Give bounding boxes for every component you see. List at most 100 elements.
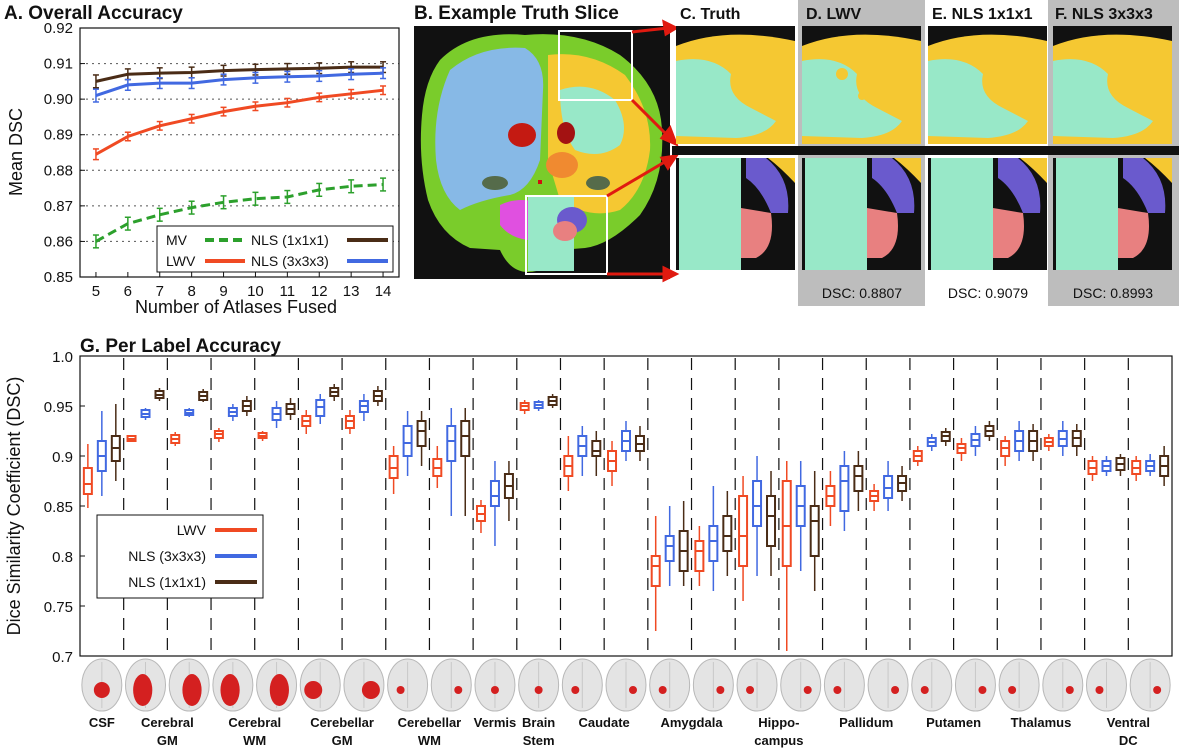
zoom-bottom-gm-f [1145,158,1172,183]
box-iqr [853,465,864,492]
brain-structure-highlight [182,674,202,706]
box-iqr [489,480,500,507]
zoom-bottom-stem-f [1056,158,1118,270]
box-iqr [839,465,850,512]
g-legend-nls3-label: NLS (3x3x3) [128,548,206,564]
brain-structure-highlight [833,686,842,694]
center-marker [538,180,542,184]
a-xtick-label: 14 [375,283,392,300]
box-iqr [664,535,675,562]
brain-structure-highlight [629,686,637,694]
a-xtick-label: 11 [280,283,296,300]
panel-c-title: C. Truth [680,6,740,23]
a-ytick-label: 0.86 [44,233,73,250]
arrow-top-upper [631,26,669,34]
panel-g-boxes [82,384,1170,651]
panel-g-brain-thumbnails [81,658,1171,712]
panel-a-y-ticks: 0.85 0.86 0.87 0.88 0.89 0.90 0.91 0.92 [44,20,85,286]
box-iqr [781,480,792,567]
panel-a-series [92,61,387,249]
a-xtick-label: 7 [156,283,164,300]
region-label-4: Cerebellar [398,715,462,730]
region-label-5: Vermis [474,715,517,730]
zoom-bottom-gm-e [1020,158,1047,183]
zoom-box-bottom [525,195,608,275]
region-label2-13: DC [1119,733,1138,748]
arrow-top-lower [630,98,670,138]
panel-d-title: D. LWV [806,6,861,23]
brain-structure-highlight [1065,686,1074,694]
brain-structure-highlight [658,686,667,694]
panel-a-y-label: Mean DSC [6,108,26,196]
zoom-top-wm-c [676,59,776,139]
panel-g: G. Per Label Accuracy 0.70.750.80.850.90… [4,336,1173,748]
brain-structure-highlight [803,686,812,694]
zoom-top-error-d2 [858,92,866,100]
legend-lwv-label: LWV [166,253,196,269]
region-label2-6: Stem [523,733,555,748]
g-legend-lwv-label: LWV [177,522,207,538]
panel-e-dsc: DSC: 0.9079 [948,285,1028,301]
region-label-8: Amygdala [660,715,723,730]
box-iqr [82,467,93,495]
box-iqr [460,420,471,457]
series-line-lwv [95,88,384,156]
box-iqr [694,540,705,572]
brain-slice-illustration [420,34,663,272]
brain-structure-highlight [454,686,463,694]
brain-structure-highlight [220,674,240,706]
a-xtick-label: 10 [247,283,264,300]
pallidum-right [553,221,577,241]
series-line-nls3 [95,71,384,98]
panel-g-y-ticks: 0.7 0.75 0.8 0.85 0.9 0.95 1.0 [44,349,85,666]
legend-mv-label: MV [166,232,188,248]
box-iqr [708,525,719,562]
brain-structure-highlight [1008,686,1017,694]
brain-structure-highlight [396,686,405,694]
arrow-bottom-upper-head [659,154,680,171]
brain-structure-highlight [269,674,289,706]
panel-a-x-ticks: 5 6 7 8 9 10 11 12 13 14 [92,272,392,300]
brain-structure-highlight [571,686,580,694]
legend-nls3-label: NLS (3x3x3) [251,253,329,269]
caudate-right [557,122,575,144]
panels-c-to-f: C. Truth D. LWV E. NLS 1x1x1 F. NLS 3x3x… [672,0,1179,306]
a-xtick-label: 13 [343,283,360,300]
region-label2-1: GM [157,733,178,748]
zoom-bottom-hippo-e [998,158,1041,213]
brain-structure-highlight [920,686,929,694]
panel-g-y-label: Dice Similarity Coefficient (DSC) [4,377,24,636]
panel-a-legend: MV NLS (1x1x1) LWV NLS (3x3x3) [156,225,394,273]
box-iqr [752,480,763,527]
panel-a-x-label: Number of Atlases Fused [135,297,337,317]
a-ytick-label: 0.92 [44,20,73,37]
panel-a-legend-box [156,225,394,273]
legend-nls1-label: NLS (1x1x1) [251,232,329,248]
box-iqr [809,505,820,557]
region-label2-3: GM [332,733,353,748]
a-xtick-label: 9 [219,283,227,300]
region-label2-9: campus [754,733,803,748]
g-ytick-label: 1.0 [52,349,73,366]
brain-structure-highlight [361,681,380,699]
box-iqr [766,495,777,547]
amygdala-right [586,176,610,190]
g-legend-nls1-label: NLS (1x1x1) [128,574,206,590]
box-iqr [591,440,602,457]
zoom-arrows [606,19,680,283]
box-iqr [738,495,749,567]
zoom-bottom-pallidum-f [1118,208,1149,258]
panel-g-region-separators [123,358,1129,656]
panel-f-title: F. NLS 3x3x3 [1055,6,1153,23]
a-ytick-label: 0.91 [44,56,73,73]
brain-structure-highlight [891,686,900,694]
region-label-9: Hippo- [758,715,799,730]
panel-a-title: A. Overall Accuracy [4,3,183,24]
region-label-3: Cerebellar [310,715,374,730]
a-ytick-label: 0.90 [44,91,73,108]
region-label-11: Putamen [926,715,981,730]
zoom-bottom-pallidum-c [741,208,772,258]
box-iqr [402,425,413,457]
panel-g-title: G. Per Label Accuracy [80,336,281,357]
